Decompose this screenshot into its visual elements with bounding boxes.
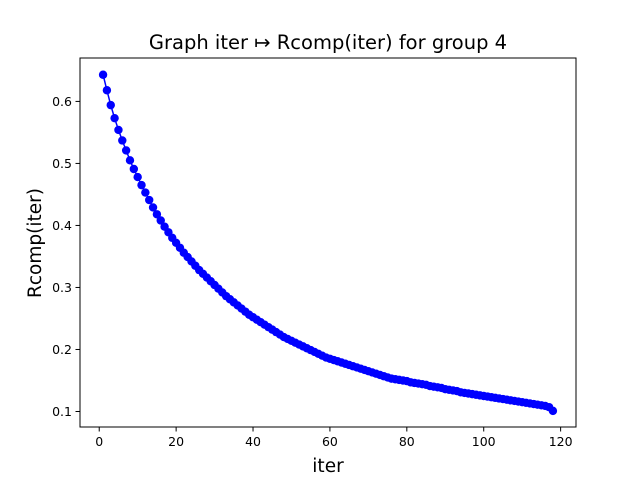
- y-tick-label: 0.3: [52, 280, 72, 295]
- data-point: [129, 164, 139, 174]
- x-tick-label: 100: [472, 434, 496, 449]
- x-tick-label: 80: [399, 434, 415, 449]
- data-point: [102, 86, 112, 95]
- y-tick-label: 0.4: [52, 218, 72, 233]
- x-tick-label: 40: [245, 434, 261, 449]
- data-point: [152, 210, 162, 219]
- axes-frame: [79, 57, 577, 428]
- data-point: [98, 70, 108, 79]
- x-axis: 0 20 40 60 80 100 120: [95, 427, 573, 449]
- data-point: [114, 125, 123, 135]
- plot-area: [98, 70, 558, 416]
- y-tick-label: 0.2: [52, 342, 72, 357]
- chart-title: Graph iter ↦ Rcomp(iter) for group 4: [149, 31, 507, 54]
- y-axis-label: Rcomp(iter): [25, 188, 46, 298]
- x-axis-label: iter: [312, 456, 344, 477]
- data-point: [156, 216, 165, 225]
- data-point: [125, 156, 135, 165]
- data-point: [141, 188, 150, 197]
- x-tick-label: 60: [322, 434, 338, 449]
- data-point: [121, 146, 131, 155]
- x-tick-label: 0: [95, 434, 103, 449]
- y-tick-label: 0.6: [52, 94, 72, 109]
- data-point: [548, 406, 558, 416]
- y-axis: 0.1 0.2 0.3 0.4 0.5 0.6: [52, 94, 80, 419]
- y-tick-label: 0.5: [52, 156, 72, 171]
- data-point: [110, 113, 119, 123]
- data-point: [106, 100, 115, 110]
- data-point: [133, 172, 142, 182]
- x-tick-label: 120: [549, 434, 573, 449]
- y-tick-label: 0.1: [52, 404, 72, 419]
- data-point: [145, 195, 154, 205]
- data-point: [148, 203, 158, 212]
- data-point: [137, 180, 146, 190]
- data-point: [118, 136, 127, 145]
- x-tick-label: 20: [168, 434, 184, 449]
